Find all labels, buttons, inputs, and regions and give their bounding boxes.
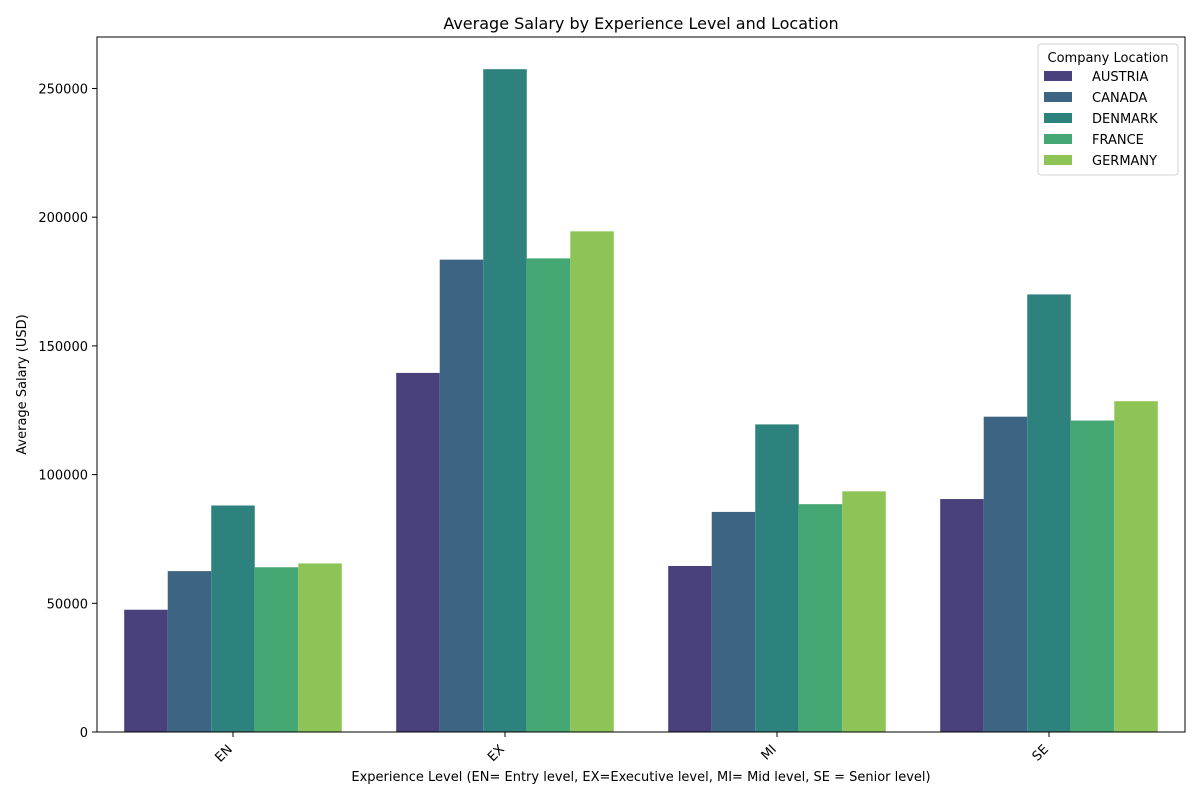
y-tick-label: 100000 [38, 469, 88, 484]
bar-se-germany [1114, 401, 1158, 732]
bar-mi-germany [842, 491, 886, 732]
legend-swatch-denmark [1044, 113, 1072, 123]
legend-label-denmark: DENMARK [1092, 112, 1158, 127]
y-tick-label: 250000 [38, 82, 88, 97]
bar-ex-austria [396, 372, 440, 732]
bar-se-france [1070, 420, 1115, 732]
bar-ex-germany [570, 231, 614, 732]
y-tick-label: 50000 [47, 597, 88, 612]
bar-mi-france [798, 504, 843, 732]
legend-swatch-france [1044, 134, 1072, 144]
y-tick-label: 200000 [38, 211, 88, 226]
legend-swatch-austria [1044, 71, 1072, 81]
y-axis-label: Average Salary (USD) [15, 314, 30, 454]
legend-swatch-germany [1044, 155, 1072, 165]
legend-label-canada: CANADA [1092, 91, 1147, 106]
bar-ex-canada [439, 259, 484, 732]
x-axis: EN EX MI SE [213, 732, 1052, 766]
x-tick-label-en: EN [213, 742, 236, 765]
bar-se-denmark [1027, 294, 1071, 732]
x-tick-label-ex: EX [485, 742, 508, 765]
x-axis-label: Experience Level (EN= Entry level, EX=Ex… [351, 770, 930, 785]
legend-label-france: FRANCE [1092, 133, 1144, 148]
bar-mi-canada [711, 511, 756, 732]
bar-ex-france [526, 258, 571, 732]
bars-group [124, 69, 1158, 733]
bar-ex-denmark [483, 69, 527, 733]
bar-en-germany [298, 563, 342, 732]
legend-box [1037, 43, 1179, 176]
legend: Company Location AUSTRIA CANADA DENMARK FRA… [1037, 43, 1179, 176]
y-tick-label: 150000 [38, 340, 88, 355]
x-tick-label-se: SE [1030, 742, 1052, 764]
bar-en-denmark [211, 505, 255, 732]
legend-swatch-canada [1044, 92, 1072, 102]
chart-title: Average Salary by Experience Level and L… [443, 14, 838, 33]
legend-label-germany: GERMANY [1092, 154, 1157, 169]
bar-se-canada [983, 416, 1028, 732]
plot-frame [96, 36, 1186, 733]
bar-en-france [254, 567, 299, 732]
bar-se-austria [940, 499, 984, 732]
y-tick-label: 0 [80, 726, 88, 741]
x-tick-label-mi: MI [759, 742, 780, 763]
legend-title: Company Location [1048, 51, 1169, 66]
y-axis: 0 50000 100000 150000 200000 250000 [38, 82, 97, 741]
legend-label-austria: AUSTRIA [1092, 70, 1148, 85]
bar-mi-denmark [755, 424, 799, 732]
bar-en-canada [167, 571, 212, 732]
legend-items: AUSTRIA CANADA DENMARK FRANCE GERMANY [1044, 70, 1158, 169]
bar-en-austria [124, 609, 168, 732]
bar-mi-austria [668, 565, 712, 732]
